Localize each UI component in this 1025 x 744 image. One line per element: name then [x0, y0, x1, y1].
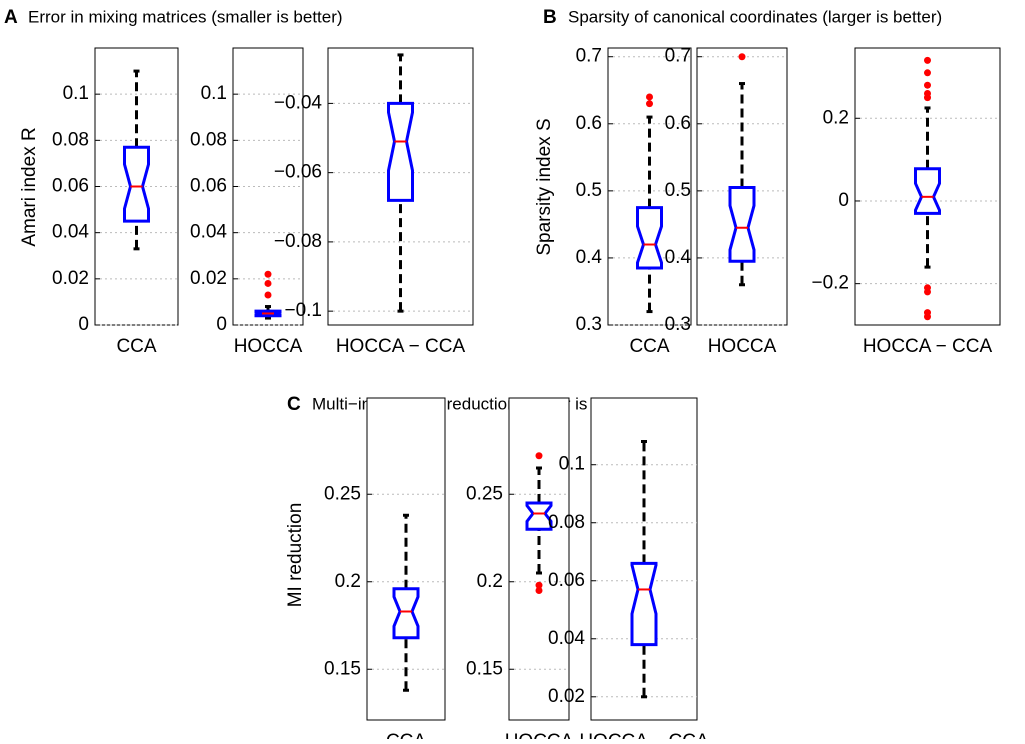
outlier [535, 452, 543, 460]
y-tick-label: −0.2 [811, 273, 849, 294]
category-label: CCA [386, 731, 426, 739]
y-tick-label: 0 [838, 190, 849, 211]
y-tick-label: 0.3 [665, 314, 691, 335]
y-tick-label: 0.04 [190, 222, 227, 243]
y-tick-label: −0.1 [284, 300, 322, 321]
y-tick-label: 0.1 [63, 83, 89, 104]
y-tick-label: −0.06 [274, 162, 322, 183]
panel-label: A [4, 7, 18, 28]
y-tick-label: 0.4 [665, 247, 692, 268]
y-tick-label: 0.2 [335, 571, 361, 592]
outlier [924, 81, 931, 89]
category-label: CCA [116, 336, 156, 357]
y-tick-label: 0.1 [201, 83, 227, 104]
category-label: HOCCA − CCA [336, 336, 466, 357]
y-tick-label: 0.6 [665, 113, 691, 134]
outlier [924, 69, 931, 77]
y-tick-label: 0.15 [466, 658, 503, 679]
y-axis-label: MI reduction [285, 503, 306, 608]
y-tick-label: 0.3 [576, 314, 602, 335]
y-tick-label: 0.6 [576, 113, 602, 134]
box [728, 186, 756, 263]
outlier [264, 291, 272, 299]
y-tick-label: 0.06 [190, 176, 227, 197]
outlier [924, 313, 931, 321]
outlier [264, 270, 272, 278]
y-tick-label: 0.2 [823, 107, 849, 128]
outlier [738, 53, 746, 61]
y-axis-label: Sparsity index S [534, 118, 555, 255]
y-tick-label: 0 [216, 314, 227, 335]
y-tick-label: 0.06 [52, 176, 89, 197]
y-tick-label: 0.7 [665, 46, 691, 67]
box [392, 587, 420, 640]
y-tick-label: 0.06 [548, 570, 585, 591]
category-label: HOCCA − CCA [863, 336, 993, 357]
outlier [535, 587, 543, 594]
y-tick-label: −0.08 [274, 231, 322, 252]
box [123, 145, 150, 223]
category-label: CCA [629, 336, 669, 357]
y-tick-label: 0.5 [665, 180, 691, 201]
category-label: HOCCA [505, 731, 574, 739]
box [914, 167, 941, 215]
outlier [924, 288, 931, 296]
panel-label: B [543, 7, 557, 28]
box [387, 101, 414, 202]
y-tick-label: 0.5 [576, 180, 602, 201]
category-label: HOCCA [708, 336, 777, 357]
y-tick-label: 0.1 [559, 454, 585, 475]
y-axis-label: Amari index R [19, 127, 40, 246]
y-tick-label: 0.4 [576, 247, 603, 268]
panel-title: Sparsity of canonical coordinates (large… [568, 7, 942, 26]
y-tick-label: 0.02 [52, 268, 89, 289]
category-label: HOCCA − CCA [579, 731, 709, 739]
y-tick-label: 0.08 [190, 129, 227, 150]
panel-title: Error in mixing matrices (smaller is bet… [28, 7, 343, 26]
outlier [264, 279, 272, 287]
y-tick-label: 0.7 [576, 46, 602, 67]
outlier [924, 56, 931, 64]
y-tick-label: 0.15 [324, 658, 361, 679]
outlier [535, 581, 543, 589]
box [630, 561, 658, 647]
y-tick-label: 0.02 [548, 686, 585, 707]
outlier [646, 100, 653, 108]
box [525, 501, 553, 531]
category-label: HOCCA [234, 336, 303, 357]
box [636, 206, 663, 270]
y-tick-label: 0.04 [548, 628, 585, 649]
y-tick-label: 0.08 [548, 512, 585, 533]
outlier [924, 89, 931, 97]
y-tick-label: 0.25 [324, 483, 361, 504]
y-tick-label: 0.25 [466, 483, 503, 504]
outlier [646, 93, 653, 101]
y-tick-label: −0.04 [274, 92, 323, 113]
y-tick-label: 0 [78, 314, 89, 335]
panel-label: C [287, 394, 301, 415]
y-tick-label: 0.2 [477, 571, 503, 592]
y-tick-label: 0.02 [190, 268, 227, 289]
y-tick-label: 0.04 [52, 222, 89, 243]
y-tick-label: 0.08 [52, 129, 89, 150]
